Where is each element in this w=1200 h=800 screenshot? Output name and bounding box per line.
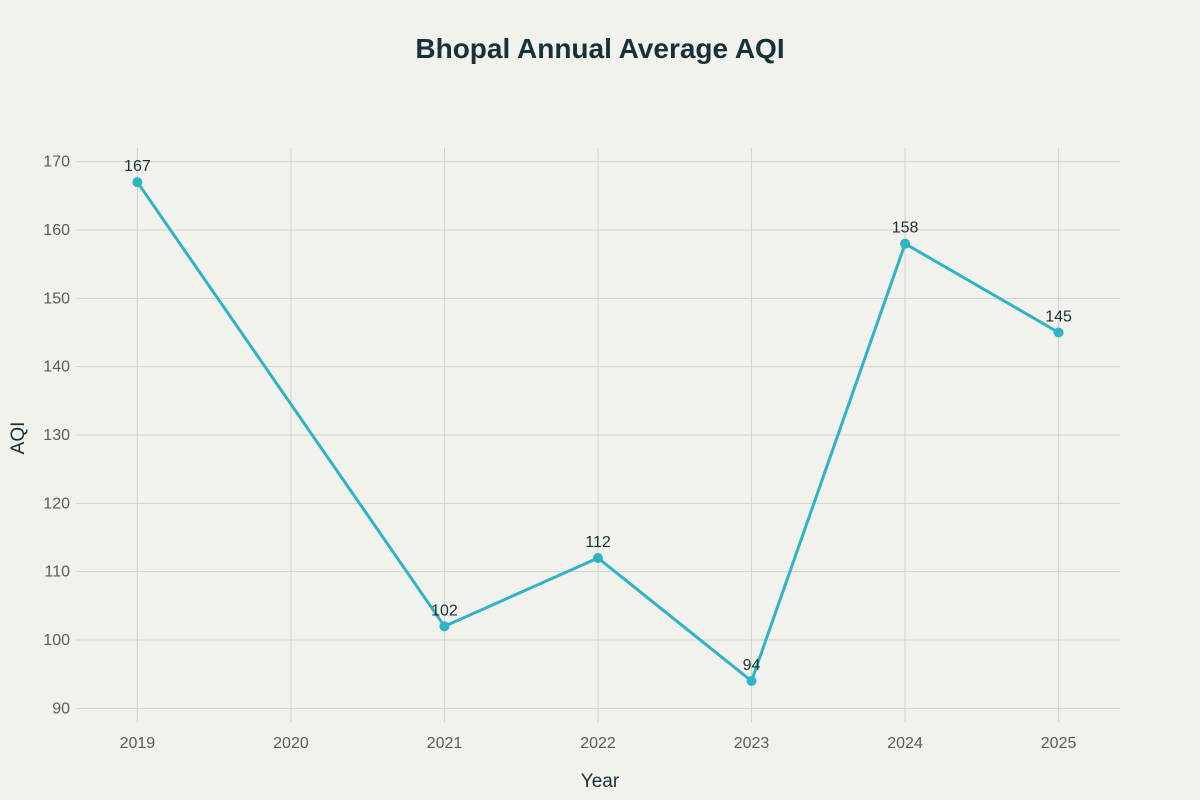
data-label: 102 xyxy=(431,602,458,619)
data-point[interactable] xyxy=(593,553,603,563)
data-point[interactable] xyxy=(1053,327,1064,338)
y-axis-title: AQI xyxy=(8,422,29,455)
x-axis-ticks: 2019 2020 2021 2022 2023 2024 2025 xyxy=(120,735,1077,752)
y-tick-label: 110 xyxy=(44,564,70,581)
y-tick-label: 100 xyxy=(43,632,70,649)
y-tick-label: 130 xyxy=(43,427,70,444)
y-tick-label: 160 xyxy=(43,222,70,239)
data-point[interactable] xyxy=(900,238,911,249)
x-axis-title: Year xyxy=(581,771,620,792)
data-label: 112 xyxy=(585,534,611,551)
y-tick-label: 150 xyxy=(43,290,70,307)
data-point[interactable] xyxy=(132,177,143,188)
x-tick-label: 2019 xyxy=(120,735,156,752)
chart-title: Bhopal Annual Average AQI xyxy=(415,33,784,64)
data-label: 94 xyxy=(743,657,761,674)
x-tick-label: 2021 xyxy=(427,735,463,752)
data-label: 158 xyxy=(892,220,919,237)
data-point[interactable] xyxy=(746,676,757,686)
x-tick-label: 2022 xyxy=(580,735,616,752)
y-tick-label: 120 xyxy=(43,495,70,512)
gridlines xyxy=(76,148,1120,722)
x-tick-label: 2024 xyxy=(887,735,923,752)
y-tick-label: 90 xyxy=(52,700,70,717)
data-label: 167 xyxy=(124,158,151,175)
y-tick-label: 140 xyxy=(43,359,70,376)
y-tick-label: 170 xyxy=(43,154,70,171)
y-axis-ticks: 90 100 110 120 130 140 150 160 170 xyxy=(43,154,70,718)
x-tick-label: 2020 xyxy=(273,735,309,752)
data-point[interactable] xyxy=(439,621,450,632)
series-line-aqi xyxy=(136,181,1060,683)
series: 167 102 112 94 158 145 xyxy=(124,158,1072,686)
data-label: 145 xyxy=(1045,309,1072,326)
x-tick-label: 2025 xyxy=(1041,735,1077,752)
x-tick-label: 2023 xyxy=(734,735,770,752)
